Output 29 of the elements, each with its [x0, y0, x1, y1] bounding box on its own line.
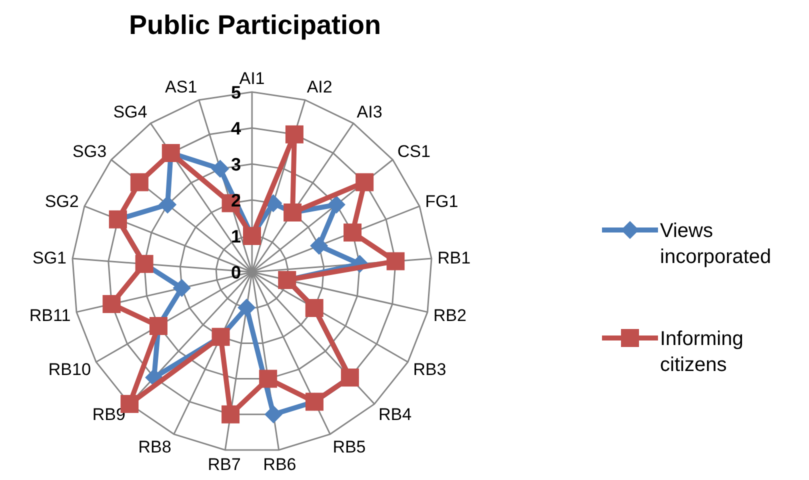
y-tick-label: 3	[230, 154, 242, 174]
y-tick-label: 4	[230, 118, 242, 138]
spoke-label: RB6	[263, 454, 296, 474]
spoke-label: RB2	[433, 306, 466, 326]
spoke-label: RB1	[437, 248, 471, 268]
legend-label: Informing citizens	[660, 328, 744, 376]
spoke-label: SG1	[32, 248, 67, 268]
spoke-label: FG1	[425, 192, 458, 212]
chart-title: Public Participation	[128, 10, 382, 40]
legend-label: Views incorporated	[660, 220, 772, 268]
spoke-label: AI1	[239, 68, 265, 88]
y-tick-label: 0	[230, 262, 242, 282]
spoke-label: RB10	[48, 360, 91, 379]
spoke-label: AI2	[306, 78, 332, 97]
y-tick-label: 2	[230, 190, 242, 210]
spoke-label: AI3	[356, 102, 382, 122]
spoke-label: RB8	[138, 438, 172, 457]
spoke-label: RB9	[92, 405, 126, 424]
spoke-label: RB7	[208, 454, 241, 474]
spoke-label: CS1	[397, 142, 430, 161]
spoke-label: SG2	[44, 192, 79, 212]
spoke-label: SG3	[72, 142, 107, 161]
spoke-label: AS1	[165, 78, 198, 97]
y-tick-label: 1	[230, 226, 242, 246]
spoke-label: RB3	[413, 360, 446, 379]
spoke-label: RB4	[378, 405, 412, 424]
spoke-label: RB11	[29, 306, 71, 326]
spoke-label: RB5	[332, 438, 366, 457]
spoke-label: SG4	[113, 102, 148, 122]
